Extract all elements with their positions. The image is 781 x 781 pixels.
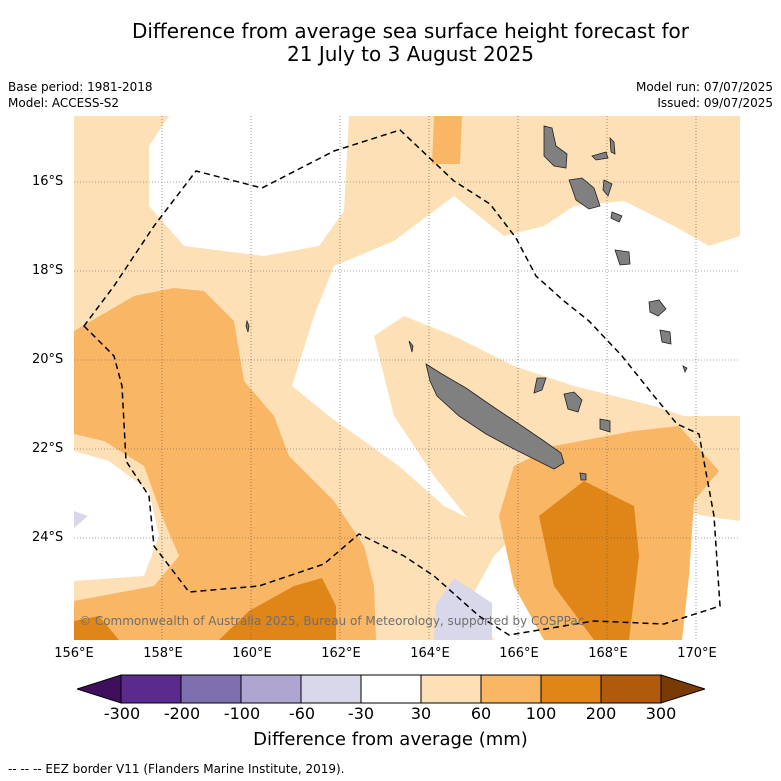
anomaly-region-60-100-west xyxy=(74,288,376,640)
lon-label-156e: 156°E xyxy=(54,646,94,661)
anomaly-region-neg-30-60-west xyxy=(74,511,88,528)
colorbar-tick: 200 xyxy=(585,704,617,723)
colorbar-tick: 300 xyxy=(645,704,677,723)
eez-legend-note: -- -- -- EEZ border V11 (Flanders Marine… xyxy=(8,762,345,776)
colorbar-segment xyxy=(600,674,662,704)
issued-date: Issued: 09/07/2025 xyxy=(657,96,773,110)
colorbar-segment xyxy=(540,674,602,704)
colorbar-tick: -30 xyxy=(347,704,375,723)
copyright-notice: © Commonwealth of Australia 2025, Bureau… xyxy=(79,614,585,628)
anomaly-region-100-200-south xyxy=(219,578,336,640)
vanuatu-island-7 xyxy=(614,249,631,266)
colorbar-segment xyxy=(360,674,422,704)
lat-label-22s: 22°S xyxy=(32,441,64,456)
base-period: Base period: 1981-2018 xyxy=(8,80,153,94)
lon-label-162e: 162°E xyxy=(321,646,361,661)
colorbar-segment xyxy=(300,674,362,704)
vanuatu-island-2 xyxy=(568,177,601,210)
anomaly-region-100-200-southwest xyxy=(74,616,119,640)
vanuatu-island-1 xyxy=(543,125,568,169)
vanuatu-island-4 xyxy=(609,136,616,155)
colorbar-segment xyxy=(120,674,182,704)
title-line-2: 21 July to 3 August 2025 xyxy=(287,42,534,66)
vanuatu-island-5 xyxy=(602,179,613,197)
colorbar-tick: 100 xyxy=(525,704,557,723)
anomaly-region-100-200-east xyxy=(539,481,639,640)
map-title: Difference from average sea surface heig… xyxy=(0,20,781,66)
island-east-2 xyxy=(659,329,672,345)
colorbar-segment xyxy=(420,674,482,704)
colorbar-extend-high xyxy=(660,674,705,704)
island-east-1 xyxy=(648,299,667,317)
colorbar-segment xyxy=(240,674,302,704)
colorbar-tick: 60 xyxy=(470,704,492,723)
vanuatu-island-3 xyxy=(591,151,609,161)
eez-border xyxy=(83,129,721,636)
colorbar-tick: -200 xyxy=(163,704,201,723)
vanuatu-island-6 xyxy=(610,211,623,223)
island-small-south xyxy=(579,472,587,481)
lon-label-160e: 160°E xyxy=(232,646,272,661)
colorbar-segment xyxy=(480,674,542,704)
island-reef-1 xyxy=(408,340,414,353)
colorbar-tick: -100 xyxy=(223,704,261,723)
loyalty-island-3 xyxy=(533,377,547,394)
colorbar-segment xyxy=(180,674,242,704)
colorbar xyxy=(77,674,705,704)
loyalty-island-1 xyxy=(563,391,583,413)
lon-label-168e: 168°E xyxy=(588,646,628,661)
meta-right: Model run: 07/07/2025 Issued: 09/07/2025 xyxy=(636,79,773,111)
lon-label-164e: 164°E xyxy=(410,646,450,661)
loyalty-island-2 xyxy=(599,418,611,433)
meta-left: Base period: 1981-2018 Model: ACCESS-S2 xyxy=(8,79,153,111)
lon-label-158e: 158°E xyxy=(143,646,183,661)
lat-label-24s: 24°S xyxy=(32,530,64,545)
land-masses xyxy=(245,125,688,481)
anomaly-region-neg-30-60-south xyxy=(434,578,492,640)
lon-label-170e: 170°E xyxy=(677,646,717,661)
lat-label-20s: 20°S xyxy=(32,352,64,367)
colorbar-label: Difference from average (mm) xyxy=(253,729,528,750)
lat-label-16s: 16°S xyxy=(32,174,64,189)
title-line-1: Difference from average sea surface heig… xyxy=(131,19,690,43)
model-name: Model: ACCESS-S2 xyxy=(8,96,120,110)
lat-label-18s: 18°S xyxy=(32,263,64,278)
anomaly-region-60-100-north xyxy=(432,116,462,164)
colorbar-tick: -60 xyxy=(288,704,316,723)
new-caledonia-island xyxy=(425,363,565,470)
sea-height-map xyxy=(74,116,740,640)
model-run: Model run: 07/07/2025 xyxy=(635,80,773,94)
colorbar-extend-low xyxy=(77,674,122,704)
colorbar-tick: 30 xyxy=(410,704,432,723)
island-east-3 xyxy=(682,365,688,374)
colorbar-tick: -300 xyxy=(103,704,141,723)
lon-label-166e: 166°E xyxy=(499,646,539,661)
island-chesterfield xyxy=(245,319,250,333)
